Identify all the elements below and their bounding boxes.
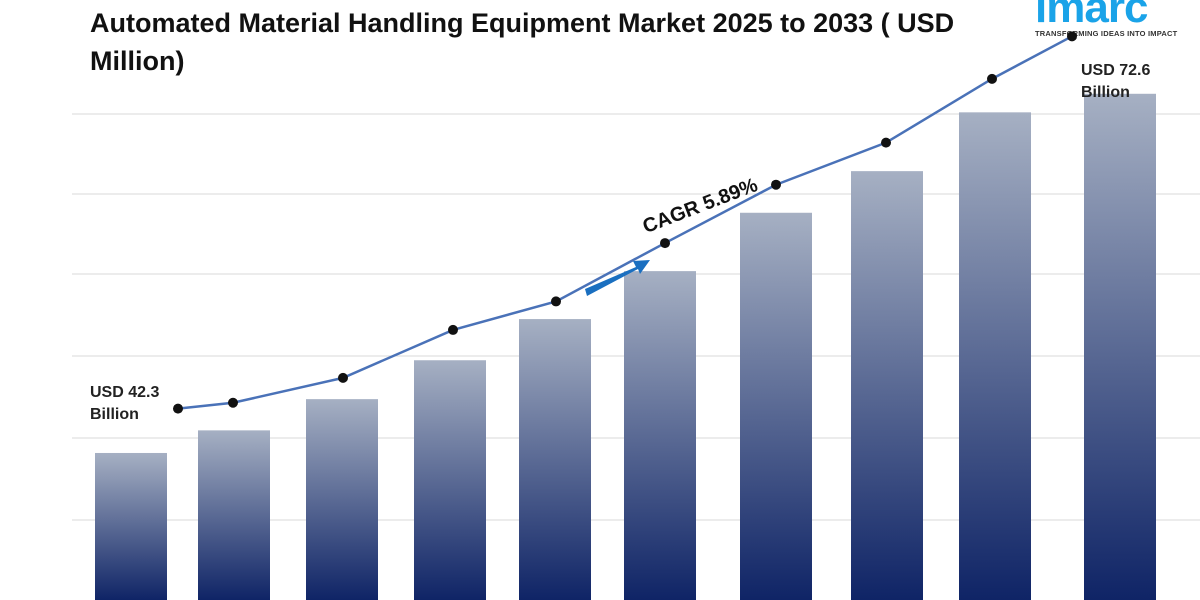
- line-point: [1067, 31, 1077, 42]
- last-value-amount: USD 72.6: [1081, 62, 1151, 79]
- bar: [740, 212, 812, 600]
- line-point: [173, 403, 183, 414]
- logo-tagline: TRANSFORMING IDEAS INTO IMPACT: [1035, 29, 1178, 38]
- logo-wordmark: imarc: [1035, 0, 1148, 32]
- first-value-unit: Billion: [90, 406, 139, 423]
- bar: [306, 399, 378, 600]
- bar: [959, 112, 1031, 600]
- line-point: [881, 137, 891, 148]
- line-point: [771, 179, 781, 190]
- line-point: [987, 73, 997, 84]
- last-value-unit: Billion: [1081, 84, 1130, 101]
- last-value-label: USD 72.6 Billion: [1081, 60, 1150, 104]
- bar: [624, 271, 696, 600]
- cagr-arrow-group: [585, 260, 650, 296]
- chart-title: Automated Material Handling Equipment Ma…: [90, 8, 955, 76]
- line-point: [338, 372, 348, 383]
- trend-line-group: [173, 31, 1077, 414]
- bar: [95, 452, 167, 600]
- line-point: [660, 238, 670, 249]
- first-value-label: USD 42.3 Billion: [90, 382, 159, 426]
- line-point: [448, 324, 458, 335]
- cagr-arrow-icon: [585, 260, 650, 296]
- line-point: [551, 296, 561, 307]
- bar: [414, 360, 486, 600]
- bars: [95, 93, 1156, 600]
- bar: [519, 319, 591, 600]
- line-point: [228, 397, 238, 408]
- bar: [1084, 93, 1156, 600]
- bar: [851, 171, 923, 600]
- first-value-amount: USD 42.3: [90, 384, 160, 401]
- trend-line: [177, 35, 1073, 410]
- imarc-logo: imarc TRANSFORMING IDEAS INTO IMPACT: [1035, 0, 1195, 40]
- bar: [198, 430, 270, 600]
